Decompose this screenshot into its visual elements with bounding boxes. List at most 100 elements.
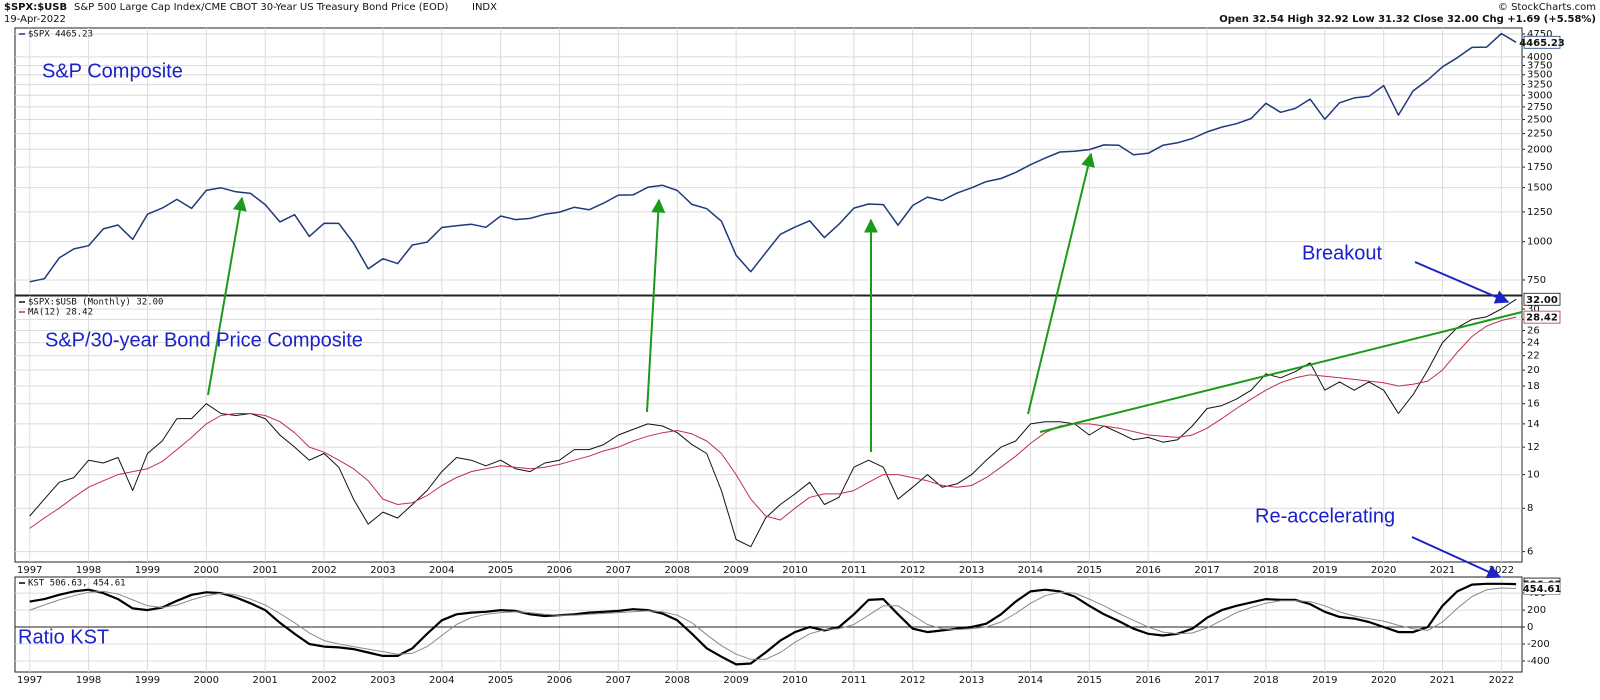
x-tick-label: 2008 [665, 565, 690, 576]
x-tick-label: 2004 [429, 675, 454, 686]
plots: 7501000125015001750200022502500275030003… [14, 27, 1565, 686]
y-tick-label: 4750 [1527, 29, 1552, 40]
y-tick-label: 3250 [1527, 80, 1552, 91]
x-tick-label: 2005 [488, 675, 513, 686]
y-tick-label: -400 [1527, 656, 1550, 667]
y-tick-label: 2250 [1527, 129, 1552, 140]
annotation: Ratio KST [18, 626, 109, 648]
description: S&P 500 Large Cap Index/CME CBOT 30-Year… [74, 2, 449, 13]
copyright: © StockCharts.com [1498, 2, 1596, 13]
y-tick-label: 14 [1527, 419, 1540, 430]
x-tick-label: 2002 [311, 675, 336, 686]
x-tick-label: 2004 [429, 565, 454, 576]
value-tag [1523, 582, 1561, 595]
y-tick-label: 3000 [1527, 90, 1552, 101]
x-tick-label: 2009 [723, 565, 748, 576]
annotation: Re-accelerating [1255, 505, 1395, 527]
x-tick-label: 2018 [1253, 675, 1278, 686]
x-tick-label: 2006 [547, 675, 572, 686]
x-tick-label: 2014 [1018, 565, 1043, 576]
y-tick-label: 2750 [1527, 102, 1552, 113]
x-tick-label: 2019 [1312, 675, 1337, 686]
trend-line [1039, 311, 1523, 433]
x-tick-label: 2013 [959, 565, 984, 576]
x-tick-label: 2015 [1077, 675, 1102, 686]
x-tick-label: 2014 [1018, 675, 1043, 686]
x-tick-label: 2015 [1077, 565, 1102, 576]
panel [14, 27, 1523, 296]
series-line [29, 587, 1517, 660]
y-tick-label: 4000 [1527, 52, 1552, 63]
y-tick-label: 12 [1527, 442, 1540, 453]
x-tick-label: 1998 [76, 675, 101, 686]
x-tick-label: 2003 [370, 565, 395, 576]
value-tag-label: 4465.23 [1519, 38, 1565, 49]
x-tick-label: 2010 [782, 675, 807, 686]
x-tick-label: 2008 [665, 675, 690, 686]
quote: Open 32.54 High 32.92 Low 31.32 Close 32… [1219, 14, 1596, 25]
x-tick-label: 1999 [135, 675, 160, 686]
x-tick-label: 2021 [1430, 675, 1455, 686]
y-tick-label: 3500 [1527, 70, 1552, 81]
y-tick-label: 10 [1527, 470, 1540, 481]
annotation: Breakout [1302, 242, 1382, 264]
x-tick-label: 2016 [1135, 675, 1160, 686]
symbol: $SPX:$USB [4, 2, 67, 13]
x-tick-label: 2006 [547, 565, 572, 576]
x-tick-label: 2001 [252, 675, 277, 686]
y-tick-label: 22 [1527, 351, 1540, 362]
value-tag-label: 28.42 [1526, 313, 1558, 324]
y-tick-label: 1250 [1527, 207, 1552, 218]
x-tick-label: 2010 [782, 565, 807, 576]
arrow [1411, 536, 1502, 579]
value-tag [1523, 292, 1561, 306]
value-tag-label: 454.61 [1523, 584, 1562, 595]
x-tick-label: 2011 [841, 675, 866, 686]
x-tick-label: 2002 [311, 565, 336, 576]
x-tick-label: 2012 [900, 565, 925, 576]
y-tick-label: 1750 [1527, 162, 1552, 173]
y-tick-label: -200 [1527, 639, 1550, 650]
y-tick-label: 20 [1527, 365, 1540, 376]
y-tick-label: 2000 [1527, 144, 1552, 155]
y-tick-label: 8 [1527, 503, 1533, 514]
x-tick-label: 1998 [76, 565, 101, 576]
x-tick-label: 2020 [1371, 565, 1396, 576]
annotation: S&P Composite [42, 60, 183, 82]
x-tick-label: 2009 [723, 675, 748, 686]
x-tick-label: 2007 [606, 675, 631, 686]
x-tick-label: 2000 [194, 675, 219, 686]
value-tag [1523, 35, 1561, 49]
legend-label: $SPX:$USB (Monthly) 32.00 [28, 298, 163, 308]
arrow [207, 196, 247, 396]
x-tick-label: 2019 [1312, 565, 1337, 576]
x-tick-label: 2000 [194, 565, 219, 576]
y-tick-label: 6 [1527, 547, 1533, 558]
y-tick-label: 18 [1527, 381, 1540, 392]
x-tick-label: 2003 [370, 675, 395, 686]
series-line [29, 32, 1517, 283]
x-tick-label: 2016 [1135, 565, 1160, 576]
x-tick-label: 2017 [1194, 565, 1219, 576]
y-tick-label: 2500 [1527, 115, 1552, 126]
y-tick-label: 26 [1527, 326, 1540, 337]
annotation-shapes [207, 152, 1523, 579]
x-tick-label: 2022 [1489, 675, 1514, 686]
y-tick-label: 1000 [1527, 237, 1552, 248]
x-tick-label: 2013 [959, 675, 984, 686]
x-tick-label: 2012 [900, 675, 925, 686]
x-tick-label: 2017 [1194, 675, 1219, 686]
y-tick-label: 750 [1527, 275, 1546, 286]
arrow [1027, 152, 1095, 415]
arrow [1414, 261, 1510, 304]
x-tick-label: 1999 [135, 565, 160, 576]
legend-label: $SPX 4465.23 [28, 30, 93, 40]
legend-label: MA(12) 28.42 [28, 308, 93, 318]
x-tick-label: 2011 [841, 565, 866, 576]
annotation: S&P/30-year Bond Price Composite [45, 329, 363, 351]
x-tick-label: 2022 [1489, 565, 1514, 576]
legend-label: KST 506.63, 454.61 [28, 579, 126, 589]
value-tag [1523, 310, 1561, 324]
x-tick-label: 2007 [606, 565, 631, 576]
